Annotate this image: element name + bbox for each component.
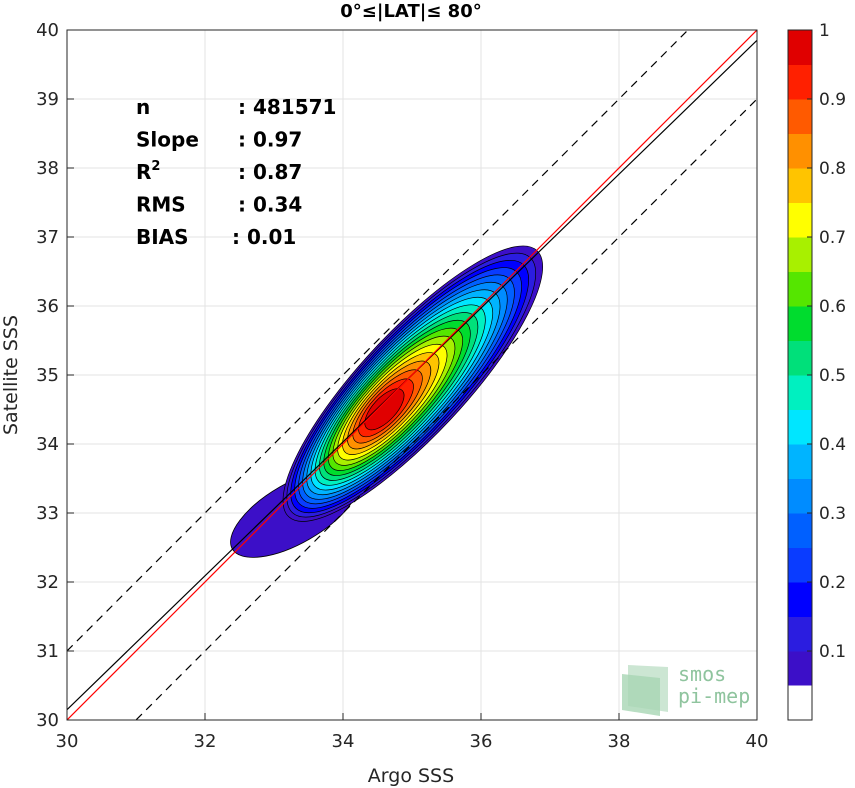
y-tick-label: 38 [36, 158, 59, 179]
colorbar-segment [788, 409, 812, 445]
colorbar-tick-label: 0.8 [819, 159, 846, 179]
chart-title: 0°≤|LAT|≤ 80° [340, 1, 481, 22]
y-tick-label: 36 [36, 296, 59, 317]
colorbar-segment [788, 237, 812, 272]
stat-label: RMS [136, 193, 186, 217]
y-tick-label: 35 [36, 365, 59, 386]
stat-value: : 0.34 [238, 193, 302, 217]
colorbar-tick-label: 0.1 [819, 642, 846, 662]
colorbar-segment [788, 64, 812, 100]
colorbar-tick-label: 0.2 [819, 573, 846, 593]
reference-lines [67, 30, 757, 720]
stat-label: n [136, 95, 150, 119]
x-axis-ticks: 30 32 34 36 38 40 [56, 713, 769, 752]
colorbar-tick-label: 0.3 [819, 504, 846, 524]
colorbar-tick-label: 1 [819, 21, 830, 41]
colorbar-segment [788, 513, 812, 548]
colorbar-segment [788, 547, 812, 583]
colorbar-segment [788, 271, 812, 307]
x-tick-label: 32 [194, 731, 217, 752]
colorbar-tick-label: 0.5 [819, 366, 846, 386]
y-tick-label: 32 [36, 572, 59, 593]
colorbar-tick-label: 0.4 [819, 435, 846, 455]
y-tick-label: 39 [36, 89, 59, 110]
x-tick-label: 36 [470, 731, 493, 752]
colorbar-tick-label: 0.6 [819, 297, 846, 317]
y-tick-label: 37 [36, 227, 59, 248]
colorbar-segment [788, 375, 812, 410]
upper-bound-dashed-line [67, 30, 689, 652]
colorbar-segment [788, 306, 812, 341]
colorbar-segment [788, 340, 812, 376]
density-contour [364, 388, 405, 431]
density-contours [230, 245, 544, 558]
stat-label: Slope [136, 128, 199, 152]
colorbar-tick-label: 0.9 [819, 90, 846, 110]
one-to-one-line [67, 30, 757, 720]
colorbar: 0.1 0.2 0.3 0.4 0.5 0.6 0.7 0.8 0.9 1 [787, 21, 846, 721]
colorbar-segment [788, 616, 812, 652]
y-tick-label: 30 [36, 710, 59, 731]
colorbar-segment [788, 99, 812, 134]
colorbar-segment [788, 478, 812, 514]
colorbar-segment [788, 30, 812, 65]
y-tick-label: 31 [36, 641, 59, 662]
x-axis-label: Argo SSS [368, 765, 454, 787]
stat-value: : 0.97 [238, 128, 302, 152]
y-axis-label: Satellite SSS [0, 315, 22, 435]
colorbar-segment [788, 651, 812, 686]
stat-label: BIAS [136, 225, 189, 249]
colorbar-segment [788, 133, 812, 169]
y-tick-label: 40 [36, 20, 59, 41]
logo-text-pimep: pi-mep [678, 684, 750, 708]
y-axis-ticks: 30 31 32 33 34 35 36 37 38 39 40 [36, 20, 74, 731]
stat-value: : 0.01 [232, 225, 296, 249]
stat-value: : 481571 [238, 95, 336, 119]
y-tick-label: 34 [36, 434, 59, 455]
logo-text-smos: smos [678, 662, 726, 686]
x-tick-label: 30 [56, 731, 79, 752]
smos-pimep-logo: smos pi-mep [622, 662, 750, 716]
colorbar-segment [788, 582, 812, 617]
colorbar-segment [788, 202, 812, 238]
x-tick-label: 34 [332, 731, 355, 752]
stat-value: : 0.87 [238, 160, 302, 184]
y-tick-label: 33 [36, 503, 59, 524]
colorbar-segment [788, 444, 812, 479]
colorbar-segment-empty [788, 685, 812, 720]
x-tick-label: 38 [608, 731, 631, 752]
lower-bound-dashed-line [135, 98, 757, 720]
colorbar-tick-label: 0.7 [819, 228, 846, 248]
colorbar-segment [788, 168, 812, 203]
x-tick-label: 40 [746, 731, 769, 752]
